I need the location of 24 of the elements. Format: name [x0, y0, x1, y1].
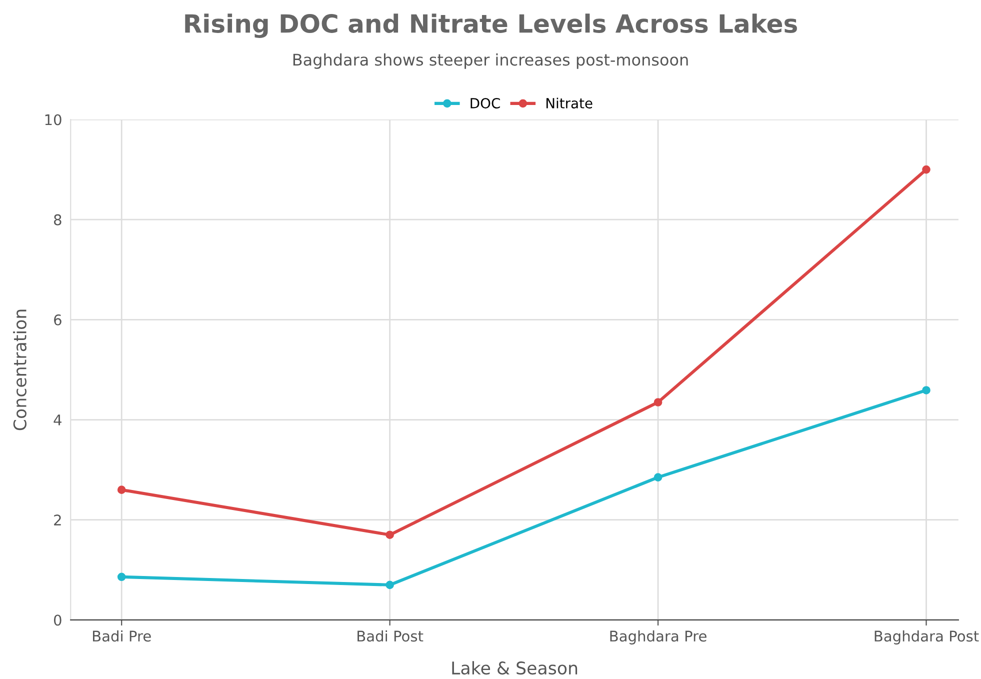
x-tick-label: Baghdara Pre — [610, 630, 706, 644]
point — [922, 386, 930, 394]
legend-label: DOC — [470, 98, 500, 108]
point — [386, 530, 394, 540]
x-tick-label: Baghdara Post — [874, 630, 979, 644]
point — [654, 398, 662, 406]
y-tick-label: 0 — [54, 614, 62, 626]
legend-label: Nitrate — [546, 98, 592, 108]
point — [654, 473, 662, 482]
chart-subtitle: Baghdara shows steeper increases post-monsoon — [293, 53, 688, 69]
y-tick-label: 6 — [54, 314, 62, 326]
y-axis-title: Concentration — [13, 310, 26, 430]
y-tick-label: 10 — [45, 114, 62, 126]
x-tick-label: Badi Pre — [92, 630, 151, 642]
point — [117, 486, 126, 494]
x-tick-label: Badi Post — [358, 630, 424, 642]
y-tick-label: 8 — [54, 214, 62, 226]
point — [922, 165, 930, 174]
point — [386, 580, 394, 590]
point — [117, 572, 126, 582]
y-tick-label: 2 — [54, 514, 61, 526]
x-axis-title: Lake & Season — [452, 661, 578, 675]
y-tick-label: 4 — [54, 414, 62, 426]
chart-title: Rising DOC and Nitrate Levels Across Lakes — [185, 14, 797, 38]
